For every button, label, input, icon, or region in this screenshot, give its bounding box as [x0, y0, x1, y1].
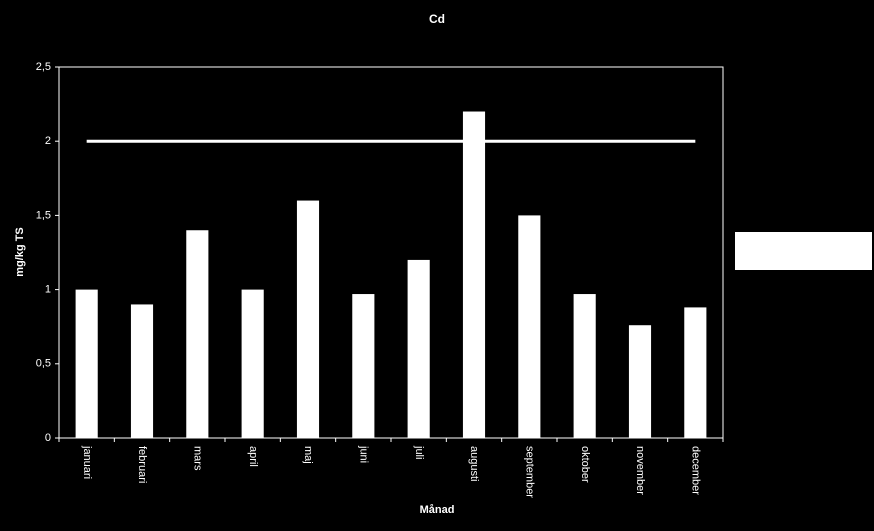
y-tick-label: 1	[45, 284, 51, 296]
y-tick-label: 2	[45, 135, 51, 147]
bar	[241, 289, 264, 438]
x-tick-label: september	[523, 446, 535, 498]
bar	[352, 294, 375, 438]
y-tick-label: 2,5	[36, 61, 51, 73]
bar	[75, 289, 98, 438]
bar	[628, 325, 652, 438]
chart-title: Cd	[429, 12, 445, 26]
x-tick-label: januari	[81, 445, 93, 479]
x-tick-label: juni	[357, 445, 369, 463]
x-tick-label: november	[634, 446, 646, 495]
x-tick-label: februari	[136, 446, 148, 483]
x-tick-label: augusti	[468, 446, 480, 481]
y-tick-label: 0	[45, 432, 51, 444]
x-axis-label: Månad	[420, 504, 455, 516]
x-tick-label: mars	[191, 446, 203, 471]
bar	[186, 230, 209, 438]
bar	[296, 200, 320, 438]
x-tick-label: december	[689, 446, 701, 495]
x-tick-label: april	[247, 446, 259, 467]
bar	[518, 215, 541, 438]
x-tick-label: maj	[302, 446, 314, 464]
bar	[573, 294, 596, 438]
legend-box	[735, 232, 872, 270]
y-tick-label: 0,5	[36, 358, 51, 370]
bar	[130, 304, 154, 438]
bar	[684, 307, 707, 438]
bar	[462, 111, 486, 439]
x-tick-label: juli	[413, 445, 425, 459]
bar	[407, 259, 430, 438]
x-tick-label: oktober	[579, 446, 591, 483]
y-axis-label: mg/kg TS	[14, 227, 26, 277]
y-tick-label: 1,5	[36, 209, 51, 221]
